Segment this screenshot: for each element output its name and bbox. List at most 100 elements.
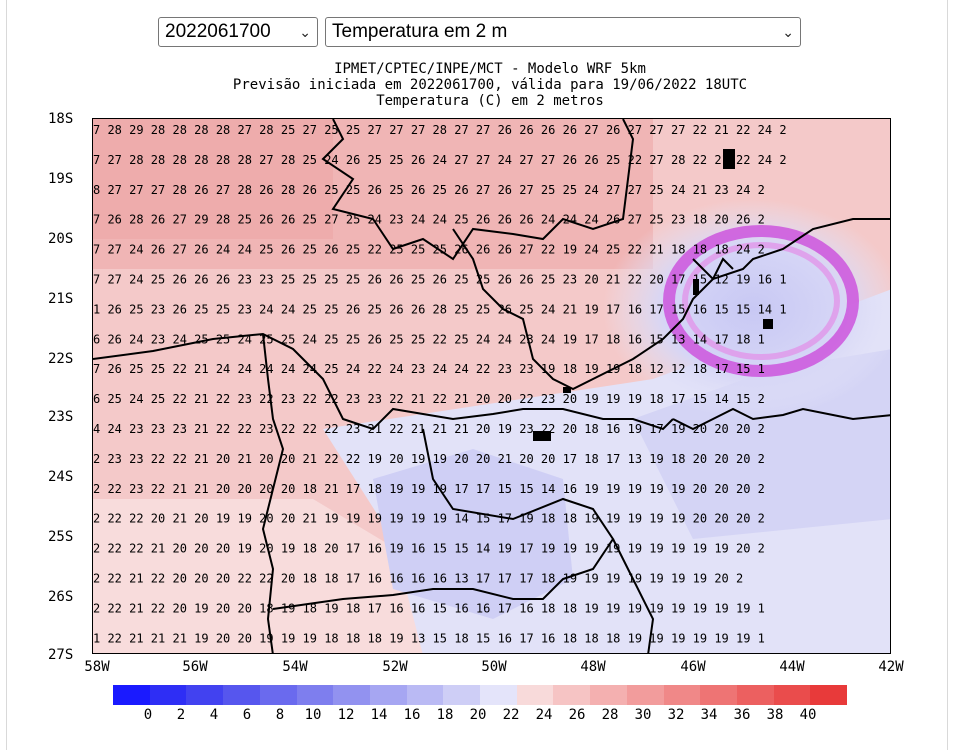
value-row: 2 22 22 21 20 20 20 19 20 19 18 20 17 16… — [93, 542, 765, 556]
state-border-pr-sc — [272, 428, 615, 610]
lon-label: 56W — [182, 659, 208, 675]
value-row: 2 22 23 22 21 21 20 20 20 20 18 21 17 18… — [93, 482, 765, 496]
colorbar-label: 30 — [634, 707, 652, 723]
lon-label: 48W — [580, 659, 606, 675]
colorbar — [113, 685, 848, 705]
colorbar-label: 18 — [436, 707, 454, 723]
colorbar-segment — [443, 685, 481, 705]
colorbar-segment — [333, 685, 370, 705]
value-row: 8 27 27 27 28 26 27 28 26 28 26 25 25 26… — [93, 183, 765, 197]
value-row: 1 26 25 23 26 25 25 23 24 24 25 25 26 25… — [93, 302, 787, 316]
map-title-line1: IPMET/CPTEC/INPE/MCT - Modelo WRF 5km — [334, 61, 646, 77]
colorbar-segment — [773, 685, 811, 705]
variable-select-value: Temperatura em 2 m — [332, 21, 508, 42]
colorbar-label: 2 — [176, 707, 186, 723]
map-title-line3: Temperatura (C) em 2 metros — [376, 93, 604, 109]
colorbar-segment — [700, 685, 737, 705]
lon-label: 52W — [382, 659, 408, 675]
value-row: 6 26 24 23 24 25 25 24 25 25 24 25 25 26… — [93, 332, 765, 346]
chevron-down-icon: ⌄ — [299, 24, 311, 40]
value-row: 7 28 29 28 28 28 28 27 28 25 27 25 25 27… — [93, 123, 787, 137]
colorbar-segment — [186, 685, 224, 705]
mild-field-southwest — [93, 499, 423, 653]
water-body-3 — [533, 431, 551, 441]
lon-label: 46W — [680, 659, 706, 675]
lon-label: 54W — [282, 659, 308, 675]
colorbar-label: 6 — [242, 707, 252, 723]
value-row: 2 22 21 22 20 19 20 20 18 19 18 19 18 17… — [93, 601, 765, 615]
temperature-map-canvas: 7 28 29 28 28 28 28 27 28 25 27 25 25 27… — [93, 119, 890, 653]
lon-label: 58W — [84, 659, 110, 675]
colorbar-segment — [406, 685, 444, 705]
state-border-sp-mg — [452, 228, 734, 391]
coast-details — [533, 149, 773, 441]
colorbar-segment — [590, 685, 627, 705]
lat-label: 19S — [48, 171, 74, 187]
value-row: 7 27 24 26 27 26 24 24 25 26 25 26 25 22… — [93, 243, 765, 257]
variable-select[interactable]: Temperatura em 2 m ⌄ — [325, 17, 801, 47]
colorbar-label: 8 — [275, 707, 285, 723]
colorbar-label: 22 — [502, 707, 520, 723]
hot-field-northwest — [93, 119, 333, 239]
border-paraguay — [261, 333, 285, 653]
lat-label: 25S — [48, 529, 74, 545]
run-date-select-value: 2022061700 — [165, 21, 271, 42]
colorbar-label: 28 — [601, 707, 619, 723]
colorbar-label: 40 — [799, 707, 817, 723]
value-row: 2 23 23 22 22 21 20 21 20 20 21 22 22 19… — [93, 452, 765, 466]
colorbar-segment — [149, 685, 187, 705]
lat-label: 26S — [48, 589, 74, 605]
colorbar-label: 14 — [370, 707, 388, 723]
coastline-rj-sp — [672, 407, 890, 431]
colorbar-label: 4 — [209, 707, 219, 723]
colorbar-label: 16 — [403, 707, 421, 723]
water-body-2 — [693, 279, 699, 295]
colorbar-segment — [480, 685, 517, 705]
colorbar-segment — [516, 685, 554, 705]
value-row: 2 22 21 22 20 20 20 22 22 20 18 18 17 16… — [93, 572, 743, 586]
colorbar-segment — [259, 685, 297, 705]
colorbar-label: 12 — [337, 707, 355, 723]
colorbar-label: 34 — [700, 707, 718, 723]
lat-label: 24S — [48, 469, 74, 485]
lat-label: 20S — [48, 231, 74, 247]
shaded-contour-ring — [663, 225, 859, 377]
coastline-sc — [612, 538, 655, 653]
colorbar-label: 24 — [535, 707, 553, 723]
frame-left-border — [6, 0, 7, 750]
value-row: 7 27 28 28 28 28 28 28 27 28 25 24 26 25… — [93, 153, 787, 167]
colorbar-label: 38 — [766, 707, 784, 723]
colorbar-segment — [810, 685, 848, 705]
lon-label: 42W — [878, 659, 904, 675]
colorbar-segment — [296, 685, 334, 705]
cold-pocket-parana — [373, 449, 573, 619]
state-border-ms-pr-sp — [93, 332, 674, 431]
colorbar-segment — [223, 685, 260, 705]
colorbar-segment — [553, 685, 591, 705]
colorbar-label: 10 — [304, 707, 322, 723]
colorbar-segment — [626, 685, 664, 705]
colorbar-segment — [369, 685, 407, 705]
lat-label: 27S — [48, 647, 74, 663]
colorbar-label: 32 — [667, 707, 685, 723]
temperature-value-grid: 7 28 29 28 28 28 28 27 28 25 27 25 25 27… — [93, 123, 787, 645]
colorbar-label: 36 — [733, 707, 751, 723]
value-row: 7 27 24 25 26 26 26 23 23 25 25 25 25 26… — [93, 273, 787, 287]
value-row: 7 26 25 25 22 21 24 24 24 24 24 25 24 22… — [93, 362, 765, 376]
value-row: 4 24 23 23 23 21 22 22 23 22 22 22 23 21… — [93, 422, 765, 436]
lon-label: 50W — [481, 659, 507, 675]
run-date-select[interactable]: 2022061700 ⌄ — [158, 17, 318, 47]
lat-label: 21S — [48, 291, 74, 307]
chevron-down-icon: ⌄ — [782, 24, 794, 40]
water-body-4 — [563, 387, 571, 393]
water-body-1 — [723, 149, 735, 169]
colorbar-label: 0 — [143, 707, 153, 723]
frame-right-border — [947, 0, 948, 750]
lat-label: 22S — [48, 351, 74, 367]
shaded-contour-ring-inner — [682, 242, 840, 360]
value-row: 1 22 21 21 21 19 20 20 19 19 19 18 18 18… — [93, 631, 765, 645]
water-body-5 — [763, 319, 773, 329]
map-title-line2: Previsão iniciada em 2022061700, válida … — [232, 77, 748, 93]
colorbar-segment — [113, 685, 150, 705]
value-row: 7 26 28 26 27 29 28 25 26 26 25 27 25 24… — [93, 213, 765, 227]
